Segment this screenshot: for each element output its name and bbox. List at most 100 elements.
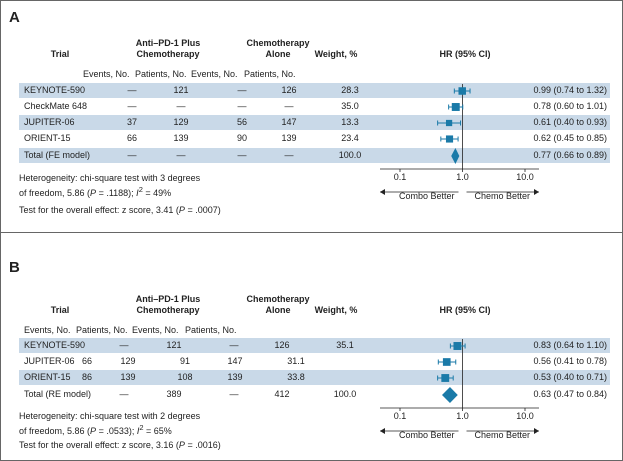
- events-arm1: —: [127, 150, 137, 160]
- subheader-patients-2: Patients, No.: [244, 69, 296, 79]
- patients-arm2: —: [284, 150, 294, 160]
- x-tick-label: 1.0: [456, 172, 469, 182]
- x-tick-label: 1.0: [456, 411, 469, 421]
- patients-arm1: 139: [173, 133, 189, 143]
- hr-value: 0.83 (0.64 to 1.10): [533, 340, 607, 350]
- trial-name: JUPITER-06: [24, 117, 75, 127]
- axis-label-chemo-better: Chemo Better: [475, 430, 531, 440]
- events-arm1: 86: [81, 372, 92, 382]
- subheader-patients-1: Patients, No.: [135, 69, 187, 79]
- heterogeneity-line1: Heterogeneity: chi-square test with 2 de…: [19, 411, 201, 421]
- heterogeneity-line1: Heterogeneity: chi-square test with 3 de…: [19, 173, 201, 183]
- header-arm1: Anti–PD-1 Plus Chemotherapy: [118, 294, 218, 316]
- events-arm1: —: [127, 85, 137, 95]
- summary-diamond: [451, 148, 460, 164]
- header-arm2-line2: Alone: [265, 305, 291, 315]
- point-estimate-square: [445, 135, 454, 143]
- overall-effect-text: Test for the overall effect: z score, 3.…: [19, 440, 221, 450]
- header-hr: HR (95% CI): [439, 305, 491, 315]
- events-arm1: —: [119, 389, 129, 399]
- arrow-right-icon: [534, 428, 539, 434]
- point-estimate-square: [445, 119, 453, 127]
- hr-value: 0.61 (0.40 to 0.93): [533, 117, 607, 127]
- header-arm1-line2: Chemotherapy: [136, 305, 200, 315]
- subheader-events-1: Events, No.: [83, 69, 130, 79]
- patients-arm1: 389: [166, 389, 182, 399]
- hr-value: 0.78 (0.60 to 1.01): [533, 101, 607, 111]
- weight-value: 31.1: [287, 356, 305, 366]
- table-row: CheckMate 648 — — — — 35.0 0.78 (0.60 to…: [19, 99, 610, 114]
- weight-value: 23.4: [341, 133, 359, 143]
- heterogeneity-text: Heterogeneity: chi-square test with 3 de…: [19, 173, 200, 199]
- header-arm1-line2: Chemotherapy: [136, 49, 200, 59]
- patients-arm1: 129: [120, 356, 136, 366]
- summary-diamond: [442, 387, 458, 403]
- patients-arm2: 126: [281, 85, 297, 95]
- point-estimate-square: [453, 342, 462, 350]
- arrow-left-icon: [380, 189, 385, 195]
- events-arm1: 66: [81, 356, 92, 366]
- patients-arm1: 129: [173, 117, 189, 127]
- heterogeneity-line2: of freedom, 5.86 (P = .0533); I2 = 65%: [19, 423, 172, 436]
- hr-value: 0.62 (0.45 to 0.85): [533, 133, 607, 143]
- panel-label: A: [9, 9, 20, 26]
- subheader-patients-2: Patients, No.: [185, 325, 237, 335]
- events-arm2: —: [237, 101, 247, 111]
- weight-value: 35.1: [336, 340, 354, 350]
- header-arm1: Anti–PD-1 Plus Chemotherapy: [118, 38, 218, 60]
- overall-effect-text: Test for the overall effect: z score, 3.…: [19, 205, 221, 215]
- hr-value: 0.99 (0.74 to 1.32): [533, 85, 607, 95]
- patients-arm1: 121: [166, 340, 182, 350]
- header-arm1-line1: Anti–PD-1 Plus: [135, 294, 201, 304]
- header-trial: Trial: [50, 305, 70, 315]
- patients-arm1: 121: [173, 85, 189, 95]
- events-arm2: 90: [236, 133, 247, 143]
- patients-arm2: 139: [227, 372, 243, 382]
- x-tick-label: 10.0: [516, 172, 534, 182]
- trial-name: KEYNOTE-590: [24, 340, 86, 350]
- patients-arm2: 147: [227, 356, 243, 366]
- subheader-events-1: Events, No.: [24, 325, 71, 335]
- axis-label-chemo-better: Chemo Better: [475, 191, 531, 201]
- events-arm2: —: [237, 85, 247, 95]
- events-arm2: 56: [236, 117, 247, 127]
- trial-name: KEYNOTE-590: [24, 85, 86, 95]
- header-arm2: Chemotherapy Alone: [228, 294, 328, 316]
- point-estimate-square: [451, 103, 460, 111]
- patients-arm1: —: [176, 150, 186, 160]
- patients-arm2: 412: [274, 389, 290, 399]
- arrow-left-icon: [380, 428, 385, 434]
- x-tick-label: 0.1: [394, 172, 407, 182]
- table-row: JUPITER-06 66 129 91 147 31.1 0.56 (0.41…: [19, 354, 610, 369]
- trial-name: CheckMate 648: [24, 101, 88, 111]
- subheader-events-2: Events, No.: [132, 325, 179, 335]
- arrow-right-icon: [534, 189, 539, 195]
- events-arm2: —: [229, 340, 239, 350]
- events-arm2: —: [237, 150, 247, 160]
- patients-arm2: 139: [281, 133, 297, 143]
- hr-value: 0.53 (0.40 to 0.71): [533, 372, 607, 382]
- weight-value: 13.3: [341, 117, 359, 127]
- header-weight: Weight, %: [314, 49, 358, 59]
- patients-arm1: 139: [120, 372, 136, 382]
- weight-value: 28.3: [341, 85, 359, 95]
- hr-value: 0.77 (0.66 to 0.89): [533, 150, 607, 160]
- events-arm2: 91: [179, 356, 190, 366]
- weight-value: 33.8: [287, 372, 305, 382]
- subheader-events-2: Events, No.: [191, 69, 238, 79]
- x-tick-label: 10.0: [516, 411, 534, 421]
- events-arm1: —: [127, 101, 137, 111]
- heterogeneity-text: Heterogeneity: chi-square test with 2 de…: [19, 411, 200, 437]
- hr-value: 0.56 (0.41 to 0.78): [533, 356, 607, 366]
- events-arm1: 66: [126, 133, 137, 143]
- header-arm1-line1: Anti–PD-1 Plus: [135, 38, 201, 48]
- events-arm2: —: [229, 389, 239, 399]
- trial-name: ORIENT-15: [24, 133, 71, 143]
- trial-name: Total (RE model): [24, 389, 92, 399]
- header-weight: Weight, %: [314, 305, 358, 315]
- events-arm1: —: [119, 340, 129, 350]
- header-arm2: Chemotherapy Alone: [228, 38, 328, 60]
- table-row-total: Total (RE model) — 389 — 412 100.0 0.63 …: [19, 387, 610, 402]
- panel-divider: [0, 232, 623, 233]
